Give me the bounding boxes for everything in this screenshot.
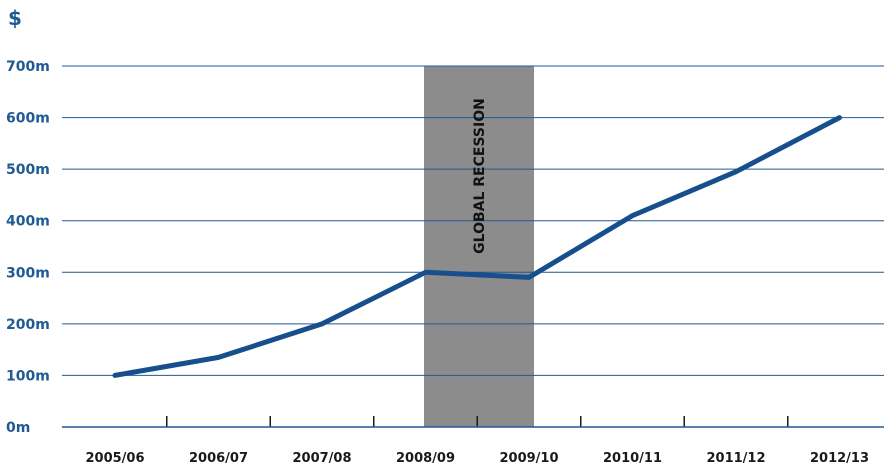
x-tick-label: 2005/06	[85, 451, 144, 466]
y-tick-label: 400m	[6, 214, 50, 230]
series-line	[112, 115, 842, 378]
recession-label: GLOBAL RECESSION	[472, 98, 488, 254]
x-tick-label: 2006/07	[189, 451, 248, 466]
unit-label: $	[8, 6, 22, 30]
y-axis-ticks: 0m 100m 200m 300m 400m 500m 600m 700m	[6, 59, 50, 436]
y-tick-label: 100m	[6, 368, 50, 384]
x-tick-label: 2007/08	[292, 451, 351, 466]
y-tick-label: 300m	[6, 265, 50, 281]
x-tick-label: 2008/09	[396, 451, 455, 466]
x-tick-label: 2012/13	[810, 451, 869, 466]
y-tick-label: 500m	[6, 162, 50, 178]
y-tick-label: 700m	[6, 59, 50, 75]
y-tick-label: 0m	[6, 420, 30, 436]
y-tick-label: 600m	[6, 111, 50, 127]
x-axis-ticks: 2005/06 2006/07 2007/08 2008/09 2009/10 2010/…	[85, 416, 869, 466]
recession-band	[424, 66, 534, 427]
x-tick-label: 2009/10	[499, 451, 558, 466]
x-tick-label: 2011/12	[706, 451, 765, 466]
x-tick-label: 2010/11	[603, 451, 662, 466]
y-tick-label: 200m	[6, 317, 50, 333]
